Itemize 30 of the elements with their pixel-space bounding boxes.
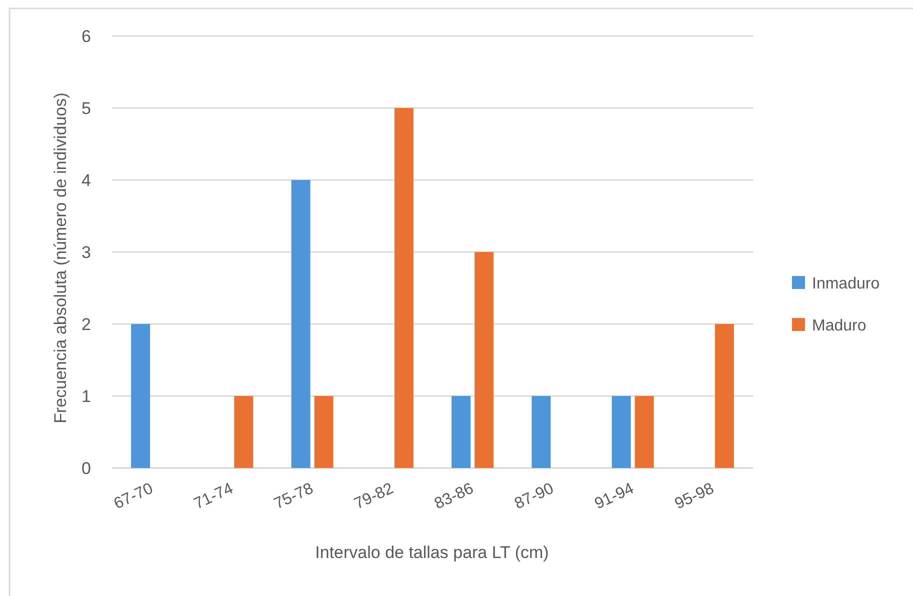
bar <box>234 396 254 468</box>
bar <box>394 108 414 468</box>
x-tick-label: 83-86 <box>432 480 476 513</box>
x-axis-title: Intervalo de tallas para LT (cm) <box>315 543 549 562</box>
x-tick-label: 79-82 <box>352 480 396 513</box>
y-tick-label: 4 <box>82 170 91 190</box>
bar <box>612 396 631 468</box>
x-tick-label: 95-98 <box>672 480 717 513</box>
y-tick-label: 6 <box>82 26 91 46</box>
x-tick-label: 67-70 <box>111 480 156 513</box>
legend-label: Maduro <box>812 318 866 335</box>
y-tick-label: 1 <box>82 386 91 406</box>
x-tick-label: 91-94 <box>592 480 637 513</box>
y-tick-label: 2 <box>82 314 91 334</box>
bar <box>532 396 551 468</box>
x-tick-label: 87-90 <box>512 480 556 513</box>
bar <box>634 396 654 468</box>
y-axis-title: Frecuencia absoluta (número de individuos) <box>51 92 70 424</box>
bar <box>314 396 334 468</box>
legend-label: Inmaduro <box>812 276 880 293</box>
bar <box>474 252 494 468</box>
y-tick-label: 5 <box>82 98 91 118</box>
x-tick-label: 75-78 <box>272 480 316 513</box>
bar <box>131 324 150 468</box>
bar <box>291 180 310 468</box>
y-tick-label: 0 <box>82 458 91 478</box>
x-tick-label: 71-74 <box>192 480 236 513</box>
y-tick-label: 3 <box>82 242 91 262</box>
bar <box>452 396 471 468</box>
bar <box>714 324 734 468</box>
